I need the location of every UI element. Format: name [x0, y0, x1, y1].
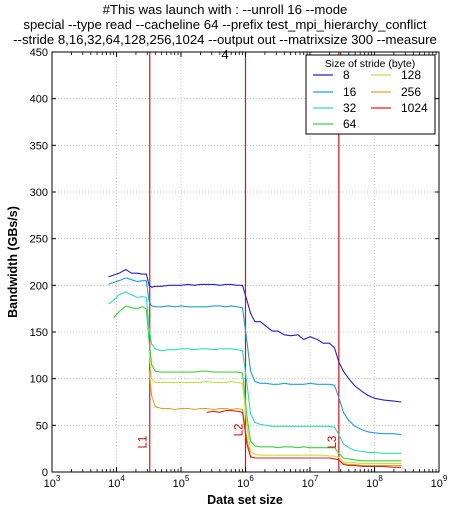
x-tick-exponent: 6 [249, 474, 254, 483]
cache-line-label-l2: L2 [234, 424, 246, 437]
series-line-1024 [206, 409, 402, 468]
x-tick-label: 104 [108, 474, 125, 490]
y-tick-label: 200 [30, 280, 48, 292]
x-tick-base: 10 [366, 478, 378, 490]
x-tick-base: 10 [173, 478, 185, 490]
series-line-256 [148, 369, 402, 467]
x-tick-exponent: 3 [56, 474, 61, 483]
y-tick-label: 300 [30, 187, 48, 199]
x-tick-label: 105 [173, 474, 190, 490]
x-tick-label: 106 [237, 474, 254, 490]
y-tick-label: 50 [36, 420, 48, 432]
chart-title-line-2: special --type read --cacheline 64 --pre… [23, 17, 427, 32]
x-tick-base: 10 [431, 478, 443, 490]
legend-title: Size of stride (byte) [325, 58, 415, 70]
x-tick-base: 10 [44, 478, 56, 490]
cache-line-label-l3: L3 [327, 436, 339, 449]
y-tick-label: 150 [30, 327, 48, 339]
x-axis-label: Data set size [207, 493, 283, 507]
y-tick-label: 250 [30, 234, 48, 246]
series-line-16 [108, 277, 402, 436]
legend-label-8: 8 [343, 68, 350, 82]
series-line-8 [108, 268, 402, 403]
x-tick-label: 103 [44, 474, 61, 490]
cache-line-labels: L1 L2 L3 [138, 424, 339, 449]
legend: Size of stride (byte) 8 16 32 64 128 256 1024 [305, 54, 436, 135]
x-tick-label: 109 [431, 474, 448, 490]
series-line-128 [148, 350, 402, 465]
cache-line-label-l1: L1 [138, 436, 150, 449]
y-axis-label: Bandwidth (GBs/s) [6, 206, 20, 318]
legend-entries: 8 16 32 64 128 256 1024 [313, 68, 428, 131]
legend-label-1024: 1024 [401, 101, 428, 115]
x-tick-exponent: 8 [378, 474, 383, 483]
chart-title-line-3: --stride 8,16,32,64,128,256,1024 --outpu… [13, 32, 437, 47]
x-tick-exponent: 9 [443, 474, 448, 483]
series-line-64 [113, 305, 402, 462]
legend-label-16: 16 [343, 85, 357, 99]
series-line-32 [108, 291, 402, 454]
y-tick-label: 100 [30, 374, 48, 386]
x-tick-exponent: 4 [120, 474, 125, 483]
x-tick-base: 10 [237, 478, 249, 490]
x-tick-exponent: 7 [314, 474, 319, 483]
y-tick-label: 0 [42, 467, 48, 479]
legend-label-256: 256 [401, 85, 421, 99]
x-tick-label: 108 [366, 474, 383, 490]
x-tick-base: 10 [302, 478, 314, 490]
y-tick-label: 350 [30, 140, 48, 152]
x-tick-base: 10 [108, 478, 120, 490]
chart-title-line-1: #This was launch with : --unroll 16 --mo… [102, 2, 348, 17]
chart-title-line-4: 4 [221, 47, 229, 62]
legend-box [305, 54, 436, 135]
y-tick-label: 400 [30, 94, 48, 106]
x-tick-label: 107 [302, 474, 319, 490]
legend-label-128: 128 [401, 68, 421, 82]
legend-label-32: 32 [343, 101, 357, 115]
y-tick-label: 450 [30, 47, 48, 59]
x-tick-exponent: 5 [185, 474, 190, 483]
legend-label-64: 64 [343, 117, 357, 131]
series-group [108, 268, 402, 468]
